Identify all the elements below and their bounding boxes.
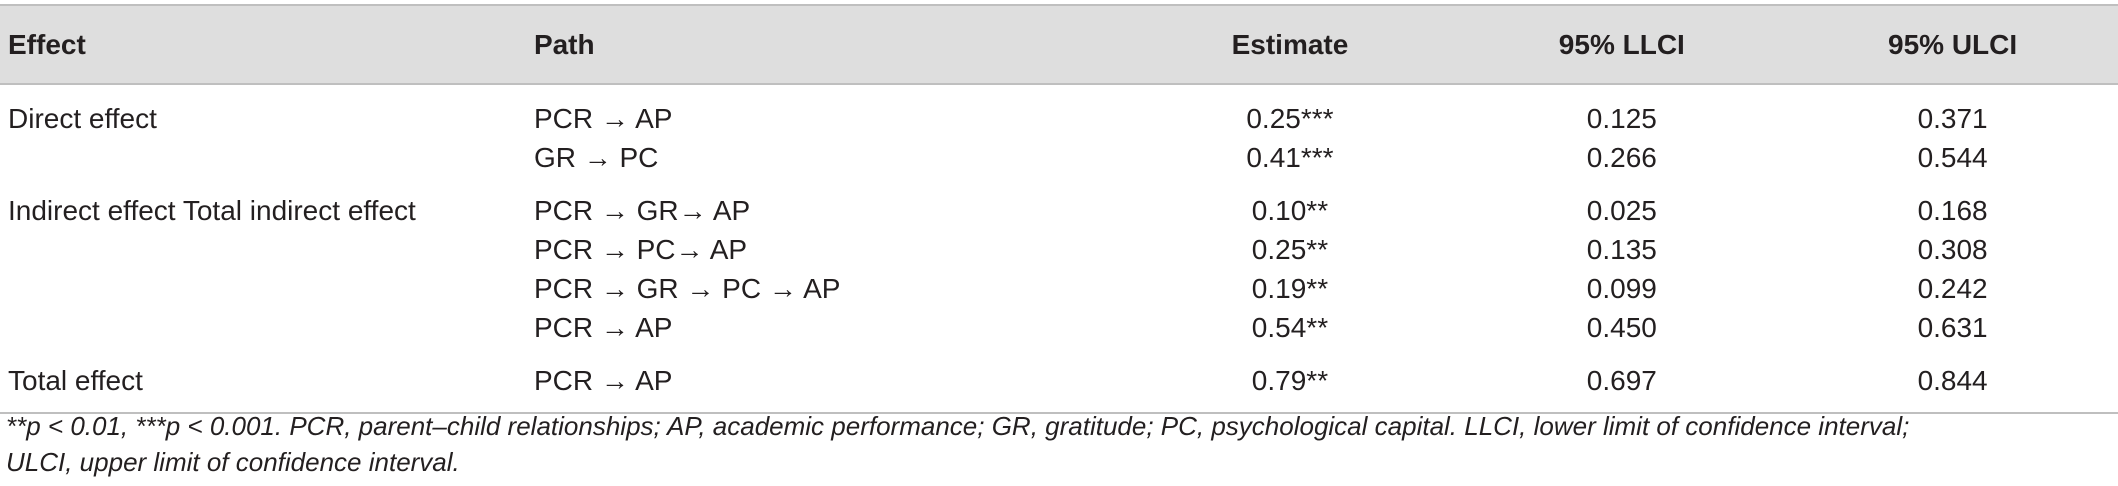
cell-llci: 0.025 [1586, 195, 1657, 226]
cell-effect [0, 269, 534, 308]
cell-llci: 0.135 [1586, 234, 1657, 265]
cell-path: PCR → AP [533, 347, 1124, 414]
cell-llci: 0.125 [1586, 103, 1657, 134]
table-row: Total effect PCR → AP 0.79** 0.697 0.844 [0, 347, 2118, 414]
cell-effect [0, 308, 534, 347]
cell-path: PCR → GR→ AP [533, 195, 751, 226]
cell-path: PCR → AP [533, 103, 673, 134]
table-body: Direct effect PCR → AP 0.25*** 0.125 0.3… [0, 84, 2118, 414]
cell-estimate: 0.79** [1123, 347, 1457, 414]
cell-ulci: 0.631 [1917, 312, 1988, 343]
table-row: PCR → AP 0.54** 0.450 0.631 [0, 308, 2118, 347]
cell-ulci: 0.308 [1917, 234, 1988, 265]
cell-path: PCR → AP [533, 312, 673, 343]
table-row: Direct effect PCR → AP 0.25*** 0.125 0.3… [0, 84, 2118, 138]
cell-llci: 0.099 [1586, 273, 1657, 304]
footnote-line: ULCI, upper limit of confidence interval… [6, 447, 460, 477]
cell-effect [0, 138, 534, 177]
header-path: Path [533, 4, 1124, 85]
table-row: Indirect effect Total indirect effect PC… [0, 177, 2118, 230]
cell-path: PCR → GR → PC → AP [533, 273, 841, 304]
table-header: Effect Path Estimate 95% LLCI 95% ULCI [0, 4, 2118, 85]
cell-estimate: 0.25*** [1246, 103, 1334, 134]
footnote-line: **p < 0.01, ***p < 0.001. PCR, parent–ch… [6, 411, 1910, 441]
cell-ulci: 0.371 [1917, 103, 1988, 134]
header-row: Effect Path Estimate 95% LLCI 95% ULCI [0, 4, 2118, 85]
cell-estimate: 0.25** [1251, 234, 1329, 265]
cell-path: GR → PC [533, 142, 659, 173]
cell-llci: 0.450 [1586, 312, 1657, 343]
cell-ulci: 0.544 [1917, 142, 1988, 173]
cell-estimate: 0.19** [1251, 273, 1329, 304]
cell-effect: Indirect effect Total indirect effect [8, 195, 416, 226]
table-row: PCR → PC→ AP 0.25** 0.135 0.308 [0, 230, 2118, 269]
cell-ulci: 0.242 [1917, 273, 1988, 304]
cell-effect: Direct effect [8, 103, 157, 134]
cell-effect [0, 230, 534, 269]
cell-estimate: 0.54** [1251, 312, 1329, 343]
cell-llci: 0.697 [1456, 347, 1788, 414]
cell-effect: Total effect [0, 347, 534, 414]
cell-estimate: 0.10** [1251, 195, 1329, 226]
cell-llci: 0.266 [1586, 142, 1657, 173]
cell-estimate: 0.41*** [1246, 142, 1334, 173]
cell-ulci: 0.844 [1787, 347, 2118, 414]
table-row: PCR → GR → PC → AP 0.19** 0.099 0.242 [0, 269, 2118, 308]
header-effect: Effect [0, 4, 534, 85]
header-estimate: Estimate [1123, 4, 1457, 85]
table-footnote: **p < 0.01, ***p < 0.001. PCR, parent–ch… [6, 408, 2106, 480]
cell-ulci: 0.168 [1917, 195, 1988, 226]
header-ulci: 95% ULCI [1787, 4, 2118, 85]
results-table: Effect Path Estimate 95% LLCI 95% ULCI D… [0, 4, 2118, 414]
table-row: GR → PC 0.41*** 0.266 0.544 [0, 138, 2118, 177]
cell-path: PCR → PC→ AP [533, 234, 748, 265]
header-llci: 95% LLCI [1456, 4, 1788, 85]
